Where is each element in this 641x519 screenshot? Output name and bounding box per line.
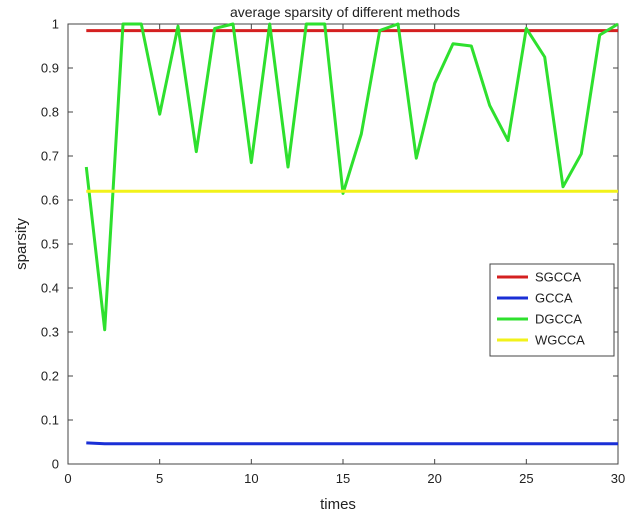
x-tick-label: 25 (519, 471, 533, 486)
x-tick-label: 15 (336, 471, 350, 486)
x-tick-label: 20 (427, 471, 441, 486)
y-tick-label: 0.2 (41, 369, 59, 384)
x-tick-label: 5 (156, 471, 163, 486)
plot-frame (67, 23, 619, 465)
x-tick-label: 0 (64, 471, 71, 486)
axis-ticks: 0 5 10 15 20 25 30 0 0.1 0.2 0.3 0.4 0.5 0.6 0.7 0.8 0.9… (41, 17, 625, 487)
y-tick-label: 0.5 (41, 237, 59, 252)
y-tick-label: 1 (52, 17, 59, 32)
series-line-gcca (86, 441, 618, 446)
y-tick-label: 0.9 (41, 61, 59, 76)
y-tick-label: 0 (52, 457, 59, 472)
legend-label-sgcca: SGCCA (535, 270, 582, 285)
series-lines (84, 22, 619, 446)
y-tick-label: 0.8 (41, 105, 59, 120)
legend-label-gcca: GCCA (535, 291, 573, 306)
y-tick-label: 0.4 (41, 281, 59, 296)
legend-label-dgcca: DGCCA (535, 312, 582, 327)
x-tick-label: 30 (611, 471, 625, 486)
y-tick-label: 0.6 (41, 193, 59, 208)
x-tick-label: 10 (244, 471, 258, 486)
y-tick-label: 0.7 (41, 149, 59, 164)
chart-title: average sparsity of different methods (230, 4, 460, 20)
y-axis-label: sparsity (13, 218, 30, 270)
x-axis-label: times (320, 496, 356, 513)
y-tick-label: 0.1 (41, 413, 59, 428)
series-line-dgcca (84, 22, 619, 332)
legend: SGCCA GCCA DGCCA WGCCA (489, 263, 615, 357)
legend-label-wgcca: WGCCA (535, 333, 585, 348)
y-tick-label: 0.3 (41, 325, 59, 340)
